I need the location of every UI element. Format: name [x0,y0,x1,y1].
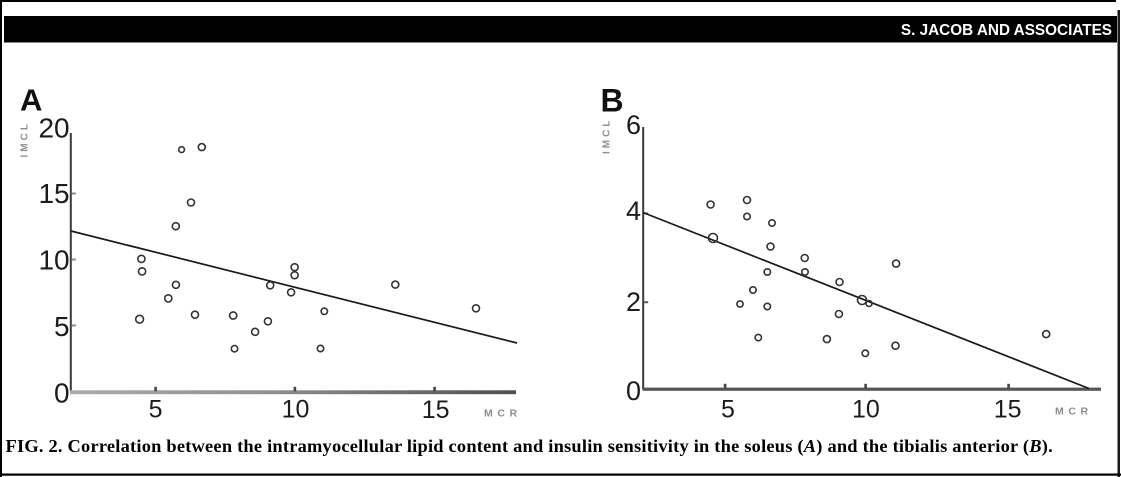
svg-text:5: 5 [721,396,735,424]
svg-text:MCR: MCR [484,408,522,420]
svg-text:S. JACOB AND ASSOCIATES: S. JACOB AND ASSOCIATES [901,22,1112,39]
svg-text:FIG. 2. Correlation between th: FIG. 2. Correlation between the intramyo… [6,436,1053,457]
svg-text:B: B [601,83,624,119]
svg-text:15: 15 [422,396,450,424]
svg-text:15: 15 [994,396,1022,424]
svg-text:10: 10 [852,396,880,424]
svg-text:MCR: MCR [1055,406,1093,418]
svg-text:15: 15 [38,178,69,209]
svg-text:6: 6 [626,110,641,140]
svg-text:IMCL: IMCL [20,121,31,157]
svg-text:10: 10 [38,245,69,276]
svg-text:0: 0 [54,377,70,408]
svg-text:20: 20 [38,113,69,144]
svg-text:A: A [20,83,42,118]
svg-text:10: 10 [282,396,310,424]
svg-text:5: 5 [149,396,163,424]
svg-text:4: 4 [626,196,641,226]
svg-text:2: 2 [626,287,641,317]
svg-text:IMCL: IMCL [602,118,613,154]
svg-text:5: 5 [54,311,70,342]
svg-text:0: 0 [626,376,641,406]
